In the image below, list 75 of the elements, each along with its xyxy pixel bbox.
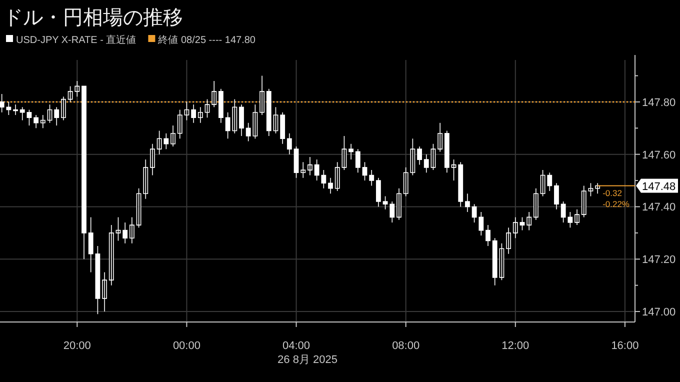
candlestick xyxy=(170,125,176,147)
x-tick-label: 04:00 xyxy=(282,340,310,352)
candlestick xyxy=(143,159,148,200)
y-tick-label: 147.40 xyxy=(642,202,676,214)
x-tick-label: 20:00 xyxy=(63,340,91,352)
candlestick xyxy=(417,146,422,166)
candlestick xyxy=(82,86,86,260)
annotation: -0.22% xyxy=(602,198,630,209)
candlestick xyxy=(239,104,244,136)
candlestick xyxy=(554,182,559,210)
annotation: -0.32 xyxy=(602,188,622,198)
y-tick-label: 147.80 xyxy=(642,96,676,109)
candlestick xyxy=(286,132,292,155)
legend-label: 終値 08/25 ---- 147.80 xyxy=(157,34,256,46)
candlestick xyxy=(424,154,429,174)
candlestick xyxy=(520,216,525,231)
candlestick xyxy=(526,212,532,231)
candlestick xyxy=(40,114,46,129)
candlestick xyxy=(300,162,306,178)
y-tick-label: 147.60 xyxy=(642,149,676,162)
candlestick xyxy=(122,222,128,244)
candlestick xyxy=(54,106,60,126)
candlestick xyxy=(438,122,443,152)
candlestick xyxy=(506,227,511,254)
candlestick xyxy=(334,162,340,192)
candlestick xyxy=(533,188,538,220)
chart-title: ドル・円相場の推移 xyxy=(3,7,183,29)
candlestick xyxy=(150,143,155,176)
candlestick xyxy=(280,112,286,144)
candlestick xyxy=(204,98,210,118)
candlestick xyxy=(184,102,190,121)
x-tick-label: 12:00 xyxy=(502,340,530,352)
candlestick xyxy=(451,159,456,181)
candlestick xyxy=(191,104,196,124)
candlestick xyxy=(376,178,381,208)
x-axis-title: 26 8月 2025 xyxy=(278,354,338,366)
candlestick xyxy=(260,75,264,116)
candlestick xyxy=(581,185,586,218)
candlestick xyxy=(348,143,354,160)
candlestick xyxy=(177,109,182,139)
y-tick-label: 147.00 xyxy=(642,306,676,319)
candlestick xyxy=(458,162,464,208)
candlestick xyxy=(574,208,580,226)
candlestick xyxy=(13,104,18,116)
candlestick xyxy=(266,88,272,136)
candlestick xyxy=(382,196,388,210)
candlestick xyxy=(308,156,312,176)
candlestick xyxy=(396,188,402,220)
x-tick-label: 08:00 xyxy=(392,340,420,352)
candlestick xyxy=(108,224,114,286)
candlestick xyxy=(102,272,107,312)
candlestick xyxy=(486,224,490,246)
candlestick xyxy=(218,88,224,124)
candlestick xyxy=(26,109,32,126)
annotation: 147.48 xyxy=(642,180,676,193)
y-tick-label: 147.20 xyxy=(642,254,676,266)
candlestick xyxy=(328,178,333,194)
candlestick xyxy=(444,130,450,174)
candlestick xyxy=(61,96,66,121)
x-tick-label: 16:00 xyxy=(611,340,639,352)
candlestick xyxy=(20,106,25,121)
candlestick xyxy=(355,148,360,174)
candlestick xyxy=(116,216,121,242)
candlestick xyxy=(212,80,217,108)
candlestick xyxy=(512,216,518,239)
candlestick xyxy=(129,216,134,244)
candlestick xyxy=(588,182,594,197)
candlestick xyxy=(34,114,39,129)
x-tick-label: 00:00 xyxy=(172,340,200,352)
candlestick xyxy=(390,201,395,223)
candlestick xyxy=(547,172,552,192)
candlestick xyxy=(465,193,470,212)
legend-label: USD-JPY X-RATE - 直近値 xyxy=(16,34,136,46)
candlestick xyxy=(198,106,203,124)
candlestick xyxy=(369,170,374,186)
